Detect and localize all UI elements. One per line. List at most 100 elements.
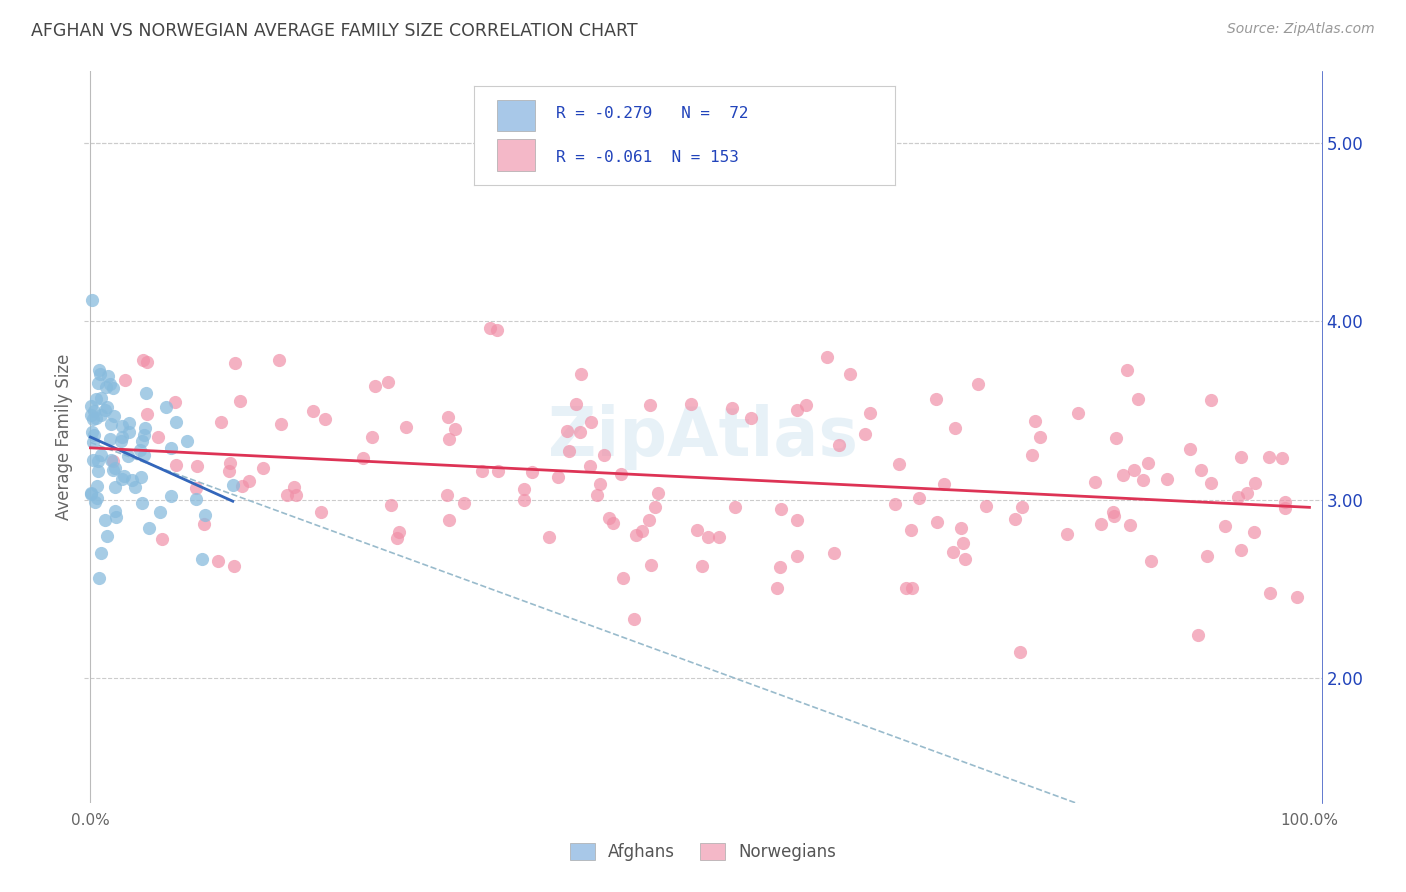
Point bbox=[104, 510, 127, 524]
Point bbox=[377, 375, 399, 389]
Point bbox=[90, 392, 112, 406]
Point bbox=[769, 502, 792, 516]
Point bbox=[388, 525, 411, 540]
Point bbox=[1140, 554, 1163, 568]
Point bbox=[267, 352, 290, 367]
Point bbox=[1178, 442, 1201, 456]
Point bbox=[624, 527, 647, 541]
Point bbox=[437, 410, 460, 425]
Point bbox=[1090, 516, 1112, 531]
Point bbox=[1258, 585, 1281, 599]
Point bbox=[94, 513, 117, 527]
Point bbox=[110, 434, 132, 449]
Point bbox=[165, 458, 187, 472]
Point bbox=[453, 496, 475, 510]
Point bbox=[1122, 463, 1144, 477]
Point bbox=[952, 535, 974, 549]
Point bbox=[87, 571, 110, 585]
Point bbox=[89, 367, 111, 381]
Point bbox=[252, 461, 274, 475]
Point bbox=[967, 377, 990, 392]
Point bbox=[194, 508, 217, 522]
Point bbox=[827, 438, 849, 452]
Point bbox=[1136, 456, 1159, 470]
Point bbox=[80, 425, 103, 439]
Point bbox=[943, 421, 966, 435]
Point bbox=[128, 442, 150, 457]
Point bbox=[94, 380, 117, 394]
Point bbox=[720, 401, 742, 415]
Point bbox=[129, 470, 152, 484]
Point bbox=[1102, 508, 1125, 523]
Point bbox=[103, 454, 125, 468]
Point bbox=[1195, 549, 1218, 564]
Point bbox=[103, 409, 125, 423]
Point bbox=[859, 407, 882, 421]
Point bbox=[101, 463, 124, 477]
Point bbox=[84, 392, 107, 406]
Point bbox=[436, 488, 458, 502]
Point bbox=[276, 488, 298, 502]
Point bbox=[586, 488, 609, 502]
Point bbox=[1067, 406, 1090, 420]
Point bbox=[104, 504, 127, 518]
Point bbox=[1084, 475, 1107, 489]
Point bbox=[87, 453, 110, 467]
Point bbox=[1230, 542, 1253, 557]
Point bbox=[190, 552, 212, 566]
Point bbox=[87, 376, 110, 390]
Point bbox=[104, 461, 127, 475]
Point bbox=[352, 450, 374, 465]
Point bbox=[114, 373, 136, 387]
Point bbox=[98, 432, 121, 446]
Text: ZipAtlas: ZipAtlas bbox=[548, 404, 858, 470]
Point bbox=[149, 505, 172, 519]
Point bbox=[839, 368, 862, 382]
Point bbox=[80, 293, 103, 307]
Point bbox=[932, 477, 955, 491]
Point bbox=[602, 516, 624, 530]
Point bbox=[118, 425, 141, 439]
Point bbox=[83, 428, 105, 442]
Point bbox=[786, 513, 808, 527]
Point bbox=[186, 481, 208, 495]
Point bbox=[589, 477, 612, 491]
Point bbox=[1115, 363, 1137, 377]
Point bbox=[942, 544, 965, 558]
Point bbox=[1004, 512, 1026, 526]
Point bbox=[209, 415, 232, 429]
Point bbox=[90, 408, 112, 422]
Point bbox=[193, 516, 215, 531]
Point bbox=[1227, 490, 1250, 504]
Point bbox=[644, 500, 666, 515]
Point bbox=[1102, 505, 1125, 519]
Text: Source: ZipAtlas.com: Source: ZipAtlas.com bbox=[1227, 22, 1375, 37]
Point bbox=[134, 421, 156, 435]
Point bbox=[555, 425, 578, 439]
Point bbox=[101, 380, 124, 394]
Point bbox=[1156, 472, 1178, 486]
Point bbox=[82, 412, 104, 426]
Point bbox=[887, 457, 910, 471]
Point bbox=[768, 560, 790, 574]
Point bbox=[592, 448, 614, 462]
Point bbox=[136, 407, 159, 421]
Point bbox=[160, 441, 183, 455]
Point bbox=[1199, 475, 1222, 490]
Point bbox=[520, 465, 543, 479]
Point bbox=[609, 467, 631, 481]
Point bbox=[131, 496, 153, 510]
Point bbox=[707, 530, 730, 544]
Point bbox=[284, 488, 307, 502]
Point bbox=[224, 356, 246, 370]
Point bbox=[1274, 501, 1296, 516]
Point bbox=[558, 443, 581, 458]
Point bbox=[82, 452, 104, 467]
Point bbox=[231, 479, 253, 493]
Point bbox=[568, 425, 591, 439]
Point bbox=[638, 398, 661, 412]
Point bbox=[901, 581, 924, 595]
Point bbox=[1271, 450, 1294, 465]
Point bbox=[1189, 462, 1212, 476]
Point bbox=[1215, 519, 1237, 533]
